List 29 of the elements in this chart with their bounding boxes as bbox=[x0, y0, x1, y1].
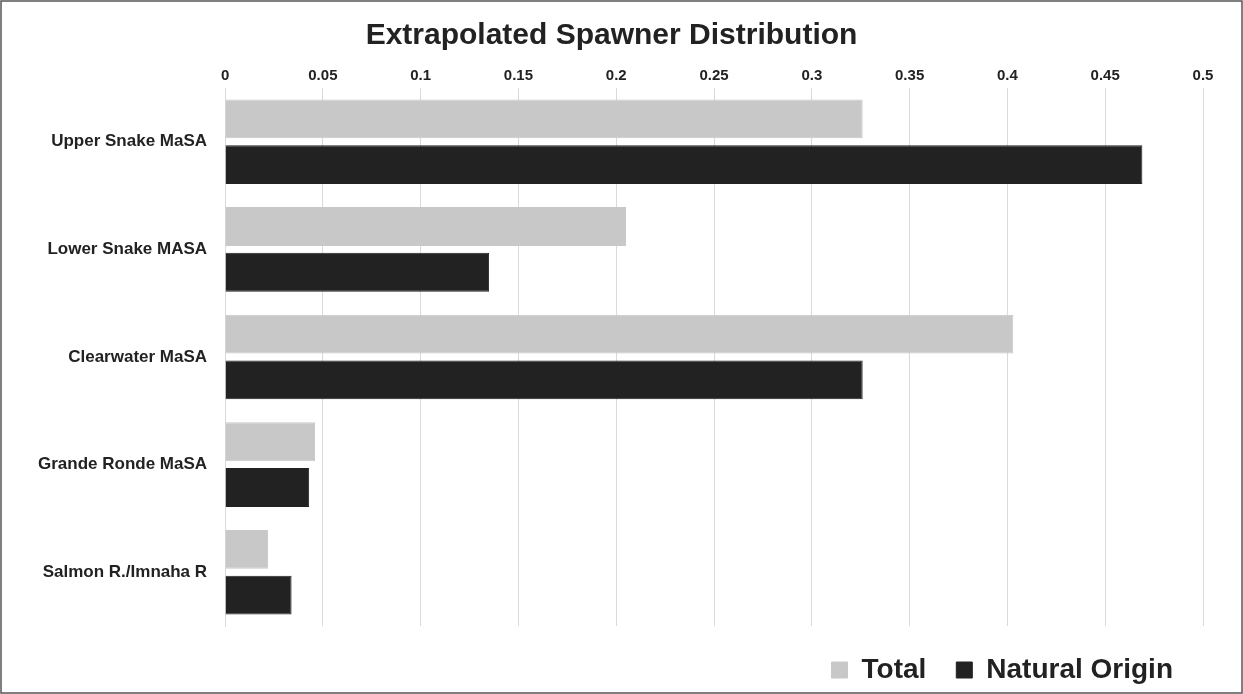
y-tick-label: Grande Ronde MaSA bbox=[37, 454, 208, 474]
x-tick-label: 0.05 bbox=[308, 66, 338, 84]
bar bbox=[225, 99, 863, 139]
y-tick-label: Salmon R./Imnaha R bbox=[42, 561, 208, 581]
bar bbox=[225, 145, 1143, 185]
x-tick-label: 0.45 bbox=[1090, 66, 1120, 84]
bar bbox=[225, 422, 316, 462]
x-tick-label: 0.35 bbox=[895, 66, 925, 84]
y-tick-label: Upper Snake MaSA bbox=[51, 131, 208, 151]
y-tick-label: Lower Snake MASA bbox=[47, 239, 208, 259]
y-tick-label: Clearwater MaSA bbox=[68, 346, 208, 366]
chart-title: Extrapolated Spawner Distribution bbox=[365, 17, 858, 51]
x-tick-label: 0.5 bbox=[1192, 66, 1214, 84]
legend-label: Total bbox=[861, 652, 927, 684]
legend-label: Natural Origin bbox=[986, 652, 1174, 684]
x-tick-label: 0.4 bbox=[996, 66, 1019, 84]
bar bbox=[225, 468, 310, 507]
x-tick-label: 0.15 bbox=[503, 66, 534, 84]
x-tick-label: 0.2 bbox=[605, 66, 627, 84]
x-tick-label: 0.3 bbox=[801, 66, 823, 84]
x-tick-label: 0 bbox=[220, 66, 230, 84]
bar bbox=[225, 314, 1014, 354]
x-tick-label: 0.1 bbox=[410, 66, 432, 84]
x-tick-label: 0.25 bbox=[699, 66, 729, 84]
bar bbox=[225, 252, 490, 292]
bar bbox=[225, 207, 627, 246]
bar bbox=[225, 575, 292, 615]
bar bbox=[225, 529, 269, 569]
bar bbox=[225, 360, 863, 400]
